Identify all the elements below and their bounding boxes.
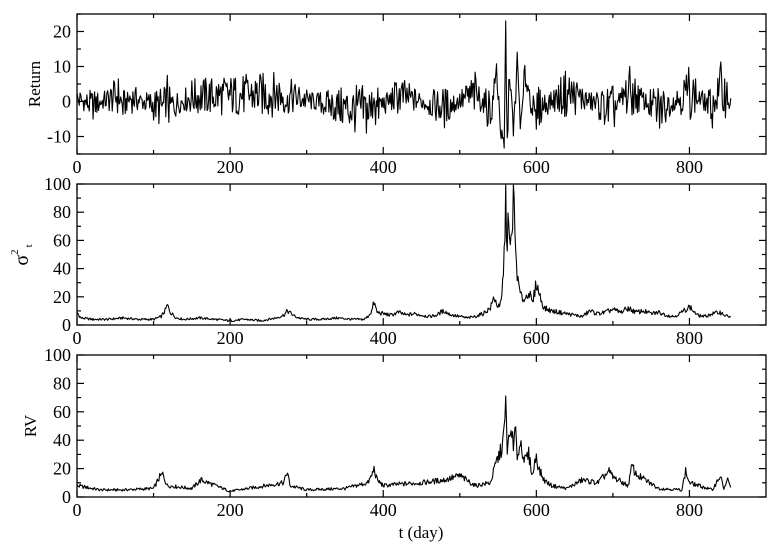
series-line-return <box>76 20 732 149</box>
x-ticks: 0 200 400 600 800 <box>73 184 703 348</box>
y-ticks: 0 20 40 60 80 100 <box>44 174 766 335</box>
x-tick-label: 600 <box>523 500 550 520</box>
y-tick-label: 80 <box>53 373 71 393</box>
y-axis-title-return: Return <box>25 60 44 107</box>
x-tick-label: 200 <box>217 157 244 177</box>
y-tick-label: 10 <box>53 57 71 77</box>
ylabel-sigma-sup: 2 <box>9 249 21 255</box>
x-axis-title: t (day) <box>399 523 444 542</box>
y-tick-label: 0 <box>62 315 71 335</box>
y-tick-label: 0 <box>62 92 71 112</box>
x-tick-label: 400 <box>370 500 397 520</box>
panel-rv: 0 200 400 600 800 0 20 40 60 80 100 RV <box>21 345 767 520</box>
x-tick-label: 800 <box>676 328 703 348</box>
y-tick-label: -10 <box>47 127 71 147</box>
x-tick-label: 200 <box>217 500 244 520</box>
x-ticks: 0 200 400 600 800 <box>73 14 703 177</box>
panel-sigma: 0 200 400 600 800 0 20 40 60 80 100 σ2t <box>9 174 767 348</box>
x-tick-label: 600 <box>523 328 550 348</box>
x-tick-label: 0 <box>73 157 82 177</box>
y-ticks: -10 0 10 20 <box>47 13 766 155</box>
plot-frame <box>76 183 767 326</box>
plot-frame <box>76 13 767 155</box>
y-tick-label: 40 <box>53 430 71 450</box>
x-tick-label: 800 <box>676 157 703 177</box>
ylabel-sigma-sub: t <box>23 244 35 247</box>
y-tick-label: 40 <box>53 259 71 279</box>
plot-frame <box>76 354 767 498</box>
x-tick-label: 400 <box>370 328 397 348</box>
y-tick-label: 60 <box>53 230 71 250</box>
x-tick-label: 800 <box>676 500 703 520</box>
x-tick-label: 200 <box>217 328 244 348</box>
x-tick-label: 0 <box>73 500 82 520</box>
y-tick-label: 20 <box>53 22 71 42</box>
y-tick-label: 100 <box>44 174 71 194</box>
x-tick-label: 0 <box>73 328 82 348</box>
x-tick-label: 600 <box>523 157 550 177</box>
y-tick-label: 0 <box>62 487 71 507</box>
y-tick-label: 60 <box>53 402 71 422</box>
y-axis-title-rv: RV <box>21 414 40 437</box>
ylabel-sigma-symbol: σ <box>11 255 33 266</box>
svg-text:σ2t: σ2t <box>9 244 35 265</box>
y-tick-label: 20 <box>53 287 71 307</box>
y-axis-title-sigma: σ2t <box>9 244 35 265</box>
series-line-sigma <box>76 183 732 323</box>
y-ticks: 0 20 40 60 80 100 <box>44 345 766 507</box>
y-tick-label: 20 <box>53 459 71 479</box>
y-tick-label: 80 <box>53 202 71 222</box>
y-tick-label: 100 <box>44 345 71 365</box>
x-ticks: 0 200 400 600 800 <box>73 355 703 520</box>
series-line-rv <box>76 395 732 493</box>
x-tick-label: 400 <box>370 157 397 177</box>
